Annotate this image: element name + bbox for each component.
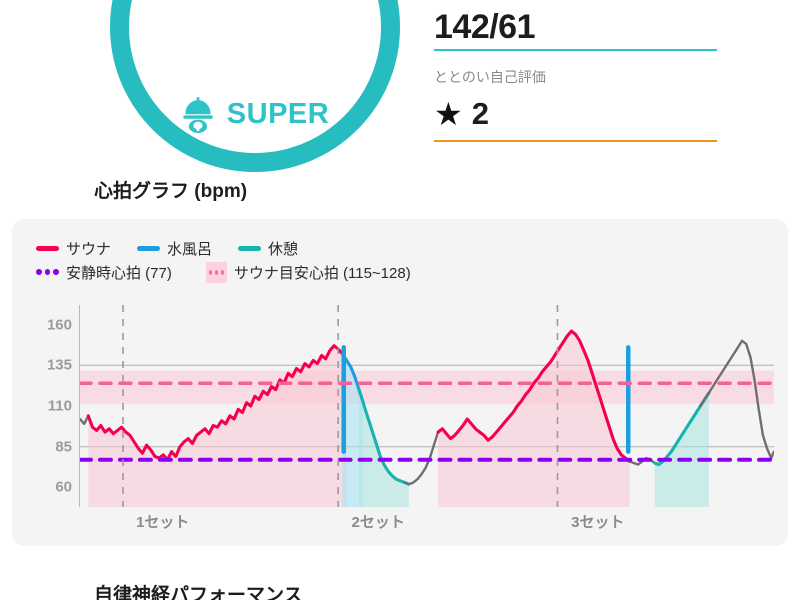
set-label-1: 1セット: [136, 514, 190, 531]
legend-row-reference: 安静時心拍 (77) サウナ目安心拍 (115~128): [36, 260, 736, 284]
rank-badge: SUPER: [110, 88, 400, 140]
phase-fill-mizuburo-2: [342, 353, 364, 507]
y-axis-tick-110: 110: [47, 397, 72, 415]
legend-item-sauna: サウナ: [36, 238, 111, 259]
phase-fill-sauna-1: [88, 345, 347, 507]
legend-label-target-band: サウナ目安心拍 (115~128): [233, 264, 411, 282]
legend-swatch-sauna: [36, 245, 59, 251]
y-axis-tick-135: 135: [46, 356, 72, 374]
legend-label-sauna: サウナ: [66, 240, 112, 258]
phase-line-kyukei-3: [357, 388, 411, 486]
legend-label-mizuburo: 水風呂: [167, 240, 213, 258]
phase-line-sauna-1: [86, 344, 349, 462]
set-labels: 1セット 2セット 3セット: [79, 511, 779, 541]
y-axis-tick-160: 160: [46, 316, 72, 334]
legend-item-target-band: サウナ目安心拍 (115~128): [205, 261, 411, 283]
heart-rate-line-chart: [80, 305, 774, 507]
self-rating-value-row: ★ 2: [434, 91, 764, 137]
plot-area: [79, 305, 774, 507]
legend-item-mizuburo: 水風呂: [137, 238, 212, 259]
chart-plot: 60 85 110 135 160: [29, 305, 774, 507]
legend-swatch-mizuburo: [137, 245, 161, 251]
sauna-hat-icon: [183, 97, 213, 133]
star-icon: ★: [434, 96, 463, 132]
legend-item-kyukei: 休憩: [238, 238, 298, 259]
legend-item-resting-hr: 安静時心拍 (77): [36, 262, 172, 283]
legend-swatch-resting-hr: [36, 269, 60, 275]
phase-fill-kyukei-7: [654, 393, 709, 507]
blood-pressure-value: 142/61: [434, 7, 536, 46]
phase-line-sauna-5: [436, 329, 632, 463]
self-rating-label: ととのい自己評価: [434, 69, 546, 85]
self-rating-underline: [434, 140, 717, 142]
y-axis-tick-85: 85: [55, 438, 72, 456]
legend-row-primary: サウナ 水風呂 休憩: [36, 236, 736, 260]
legend-label-resting-hr: 安静時心拍 (77): [66, 264, 172, 282]
y-axis-labels: 60 85 110 135 160: [29, 305, 79, 507]
self-rating-value: 2: [471, 96, 489, 131]
autonomic-performance-title: 自律神経パフォーマンス: [94, 585, 303, 600]
totonoi-gauge: [110, 0, 400, 172]
legend-swatch-kyukei: [238, 245, 262, 251]
summary-area: SUPER 142/61 ととのい自己評価 ★ 2: [0, 0, 800, 172]
rank-label: SUPER: [226, 97, 330, 130]
set-label-2: 2セット: [351, 514, 405, 531]
phase-line-idle-8: [699, 339, 774, 460]
phase-fill-sauna-5: [438, 331, 630, 507]
phase-fill-kyukei-3: [358, 389, 409, 507]
set-label-3: 3セット: [571, 514, 625, 531]
heart-rate-chart-card: サウナ 水風呂 休憩 安静時心拍 (77): [12, 219, 788, 546]
phase-line-idle-4: [403, 427, 444, 486]
chart-legend: サウナ 水風呂 休憩 安静時心拍 (77): [36, 236, 736, 284]
metrics-column: 142/61 ととのい自己評価 ★ 2: [434, 0, 764, 142]
y-axis-tick-60: 60: [55, 478, 72, 496]
target-band-region: [80, 370, 774, 404]
blood-pressure-underline: [434, 49, 717, 51]
legend-label-kyukei: 休憩: [268, 240, 299, 258]
chart-title: 心拍グラフ (bpm): [94, 181, 248, 202]
progress-ring-icon: [110, 0, 400, 172]
legend-swatch-target-band: [205, 261, 227, 283]
